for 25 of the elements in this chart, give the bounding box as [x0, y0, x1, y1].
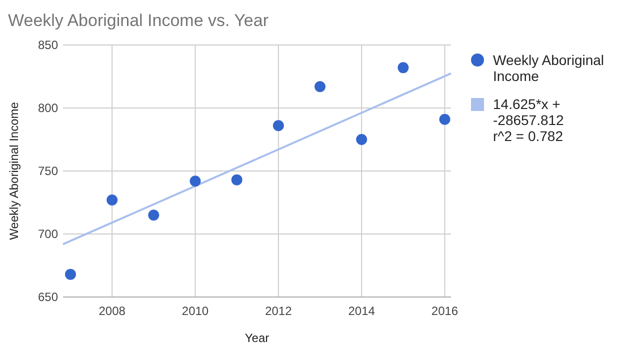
y-tick-label: 800 — [38, 101, 58, 115]
x-tick-label: 2010 — [182, 304, 209, 318]
x-tick-label: 2008 — [98, 304, 126, 318]
point — [356, 134, 368, 145]
point — [106, 194, 118, 206]
legend-label: Weekly Aboriginal Income — [493, 52, 604, 84]
y-tick-label: 650 — [38, 290, 58, 304]
point — [398, 62, 409, 74]
x-tick-label: 2016 — [431, 304, 458, 318]
chart-title: Weekly Aboriginal Income vs. Year — [8, 11, 269, 30]
y-axis-title: Weekly Aboriginal Income — [7, 102, 21, 240]
point — [439, 114, 450, 125]
y-tick-label: 700 — [38, 227, 58, 241]
y-tick-label: 850 — [38, 38, 58, 52]
legend-label: 14.625*x + -28657.812 r^2 = 0.782 — [493, 96, 564, 144]
y-tick-label: 750 — [38, 164, 58, 178]
x-tick-label: 2012 — [265, 304, 292, 318]
point — [148, 210, 160, 221]
x-tick-label: 2014 — [348, 304, 376, 318]
point — [314, 81, 326, 92]
point — [272, 120, 284, 132]
point — [64, 268, 76, 280]
x-axis-title: Year — [244, 331, 270, 345]
point — [231, 174, 242, 186]
point — [190, 176, 201, 187]
